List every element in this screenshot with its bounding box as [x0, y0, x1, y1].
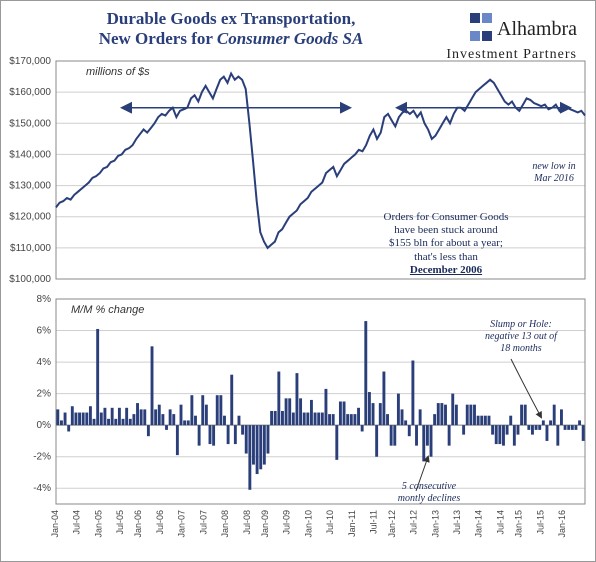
svg-text:6%: 6%	[37, 326, 52, 337]
svg-text:millions of $s: millions of $s	[86, 66, 150, 78]
annotation-newlow: new low in Mar 2016	[523, 161, 585, 185]
svg-text:Jan-05: Jan-05	[93, 510, 103, 538]
svg-text:-2%: -2%	[33, 452, 51, 463]
svg-text:$160,000: $160,000	[9, 87, 51, 98]
svg-text:Jul-09: Jul-09	[282, 510, 292, 535]
title-line2-pre: New Orders for	[99, 29, 217, 48]
svg-text:Jan-14: Jan-14	[474, 510, 484, 538]
svg-text:8%: 8%	[37, 294, 52, 305]
svg-text:4%: 4%	[37, 357, 52, 368]
svg-text:Jul-10: Jul-10	[325, 510, 335, 535]
svg-text:$130,000: $130,000	[9, 181, 51, 192]
svg-text:Jul-04: Jul-04	[72, 510, 82, 535]
svg-text:$100,000: $100,000	[9, 274, 51, 285]
anno-dc-l2: montly declines	[389, 493, 469, 505]
annotation-main: Orders for Consumer Goods have been stuc…	[361, 211, 531, 277]
title-line2: New Orders for Consumer Goods SA	[71, 29, 391, 49]
svg-text:Jul-05: Jul-05	[115, 510, 125, 535]
svg-text:Jul-14: Jul-14	[495, 510, 505, 535]
anno-sl-l2: negative 13 out of	[471, 331, 571, 343]
svg-text:Jul-11: Jul-11	[369, 510, 379, 534]
svg-text:Jan-12: Jan-12	[387, 510, 397, 538]
logo-text-1: Alhambra	[497, 18, 577, 41]
anno-nl-l2: Mar 2016	[523, 173, 585, 185]
svg-text:$170,000: $170,000	[9, 56, 51, 67]
svg-text:Jan-09: Jan-09	[260, 510, 270, 538]
anno-main-l4: that's less than	[361, 251, 531, 264]
svg-text:0%: 0%	[37, 420, 52, 431]
svg-text:Jan-04: Jan-04	[50, 510, 60, 538]
svg-text:Jul-07: Jul-07	[198, 510, 208, 535]
svg-text:Jan-15: Jan-15	[514, 510, 524, 538]
annotation-declines: 5 consecutive montly declines	[389, 481, 469, 505]
svg-text:Jul-12: Jul-12	[409, 510, 419, 535]
svg-text:Jan-08: Jan-08	[220, 510, 230, 538]
svg-text:Jan-11: Jan-11	[347, 510, 357, 537]
chart-title: Durable Goods ex Transportation, New Ord…	[71, 9, 391, 48]
svg-text:Jul-06: Jul-06	[155, 510, 165, 535]
anno-main-l5: December 2006	[361, 264, 531, 277]
anno-main-l3: $155 bln for about a year;	[361, 237, 531, 250]
svg-text:$150,000: $150,000	[9, 118, 51, 129]
anno-nl-l1: new low in	[523, 161, 585, 173]
svg-text:$110,000: $110,000	[10, 243, 51, 254]
logo-icon	[469, 11, 493, 47]
anno-sl-l1: Slump or Hole:	[471, 319, 571, 331]
svg-text:Jul-08: Jul-08	[242, 510, 252, 535]
anno-main-l2: have been stuck around	[361, 224, 531, 237]
svg-text:-4%: -4%	[33, 483, 51, 494]
anno-dc-l1: 5 consecutive	[389, 481, 469, 493]
anno-main-l1: Orders for Consumer Goods	[361, 211, 531, 224]
svg-text:$120,000: $120,000	[9, 212, 51, 223]
anno-sl-l3: 18 months	[471, 343, 571, 355]
svg-text:Jan-16: Jan-16	[557, 510, 567, 538]
svg-text:Jul-13: Jul-13	[452, 510, 462, 535]
svg-text:M/M % change: M/M % change	[71, 304, 144, 316]
annotation-slump: Slump or Hole: negative 13 out of 18 mon…	[471, 319, 571, 355]
svg-text:Jan-10: Jan-10	[303, 510, 313, 538]
svg-text:Jul-15: Jul-15	[535, 510, 545, 535]
title-line1: Durable Goods ex Transportation,	[71, 9, 391, 29]
svg-text:2%: 2%	[37, 389, 52, 400]
svg-text:Jan-07: Jan-07	[177, 510, 187, 538]
svg-text:Jan-06: Jan-06	[133, 510, 143, 538]
svg-text:$140,000: $140,000	[9, 149, 51, 160]
title-line2-em: Consumer Goods SA	[217, 29, 363, 48]
svg-text:Jan-13: Jan-13	[430, 510, 440, 538]
